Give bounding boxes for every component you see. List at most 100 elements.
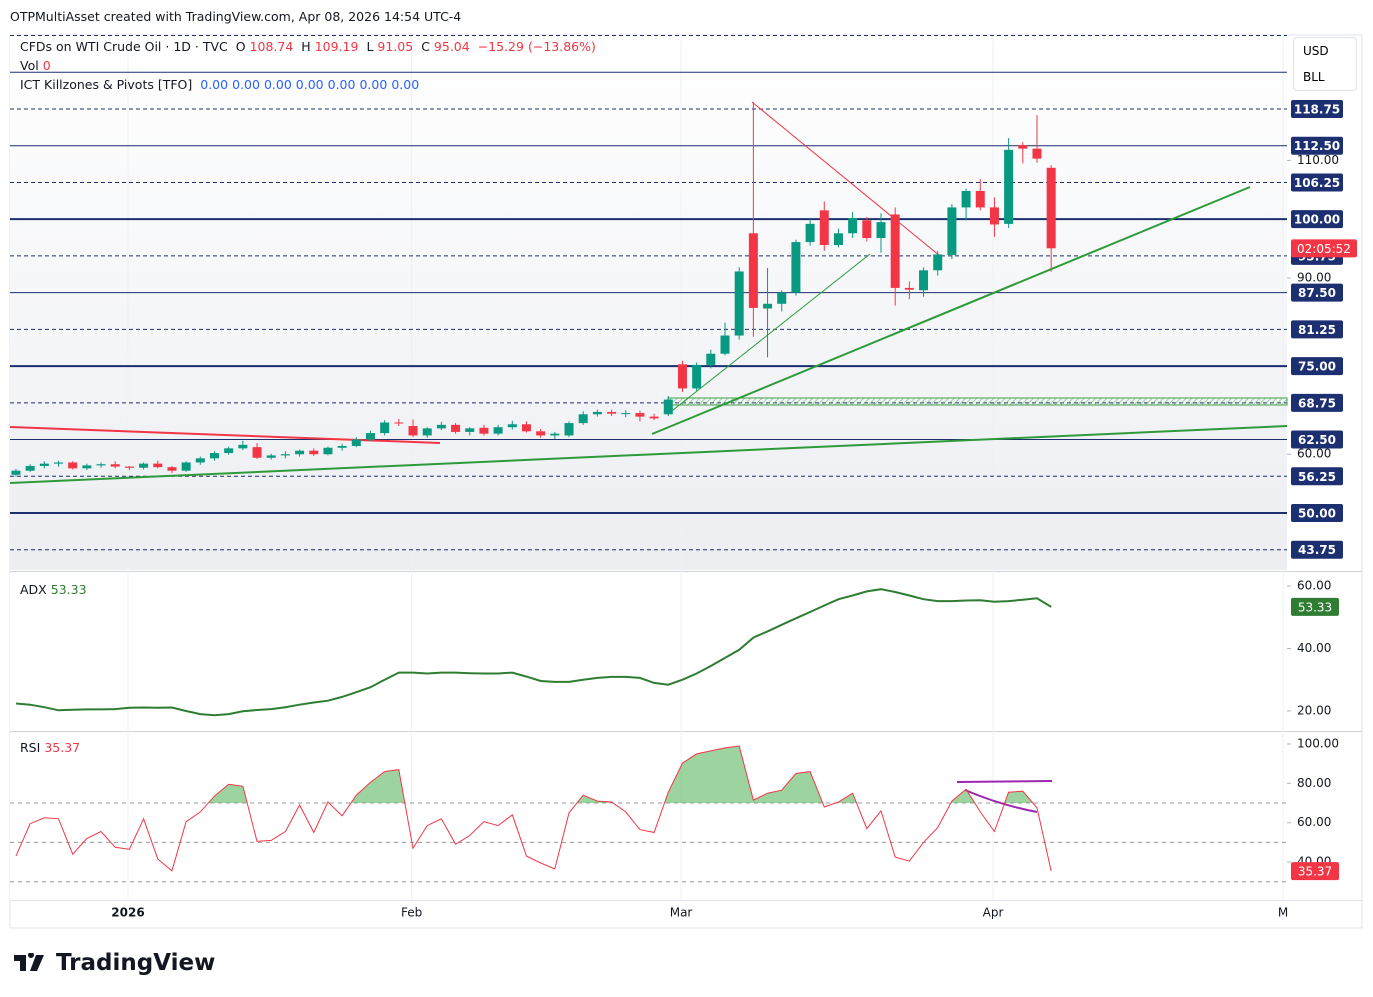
level-label-box <box>1291 503 1343 522</box>
ohlc-label: H <box>301 39 311 54</box>
currency[interactable]: USD <box>1303 44 1329 58</box>
trendline <box>751 101 941 257</box>
brand-name: TradingView <box>56 950 216 976</box>
candle-body <box>96 464 106 466</box>
candle-body <box>224 448 234 454</box>
candle-body <box>1046 167 1056 249</box>
trendline <box>9 425 1288 484</box>
candle-body <box>989 207 999 225</box>
candle-body <box>507 424 517 428</box>
y-tick-label: 20.00 <box>1297 703 1331 717</box>
candle-body <box>904 287 914 290</box>
candle-body <box>734 271 744 336</box>
level-label-box <box>1291 320 1343 339</box>
candle-body <box>578 414 588 424</box>
adx-legend: ADX 53.33 <box>20 582 91 597</box>
candle-body <box>39 463 49 466</box>
candle-body <box>351 439 361 447</box>
candle-body <box>677 364 687 389</box>
candle-body <box>295 450 305 455</box>
brand-logo <box>14 953 44 971</box>
currency-box[interactable]: USD BLL <box>1293 37 1357 91</box>
level-label: 118.75 <box>1294 102 1340 116</box>
candle-body <box>947 207 957 256</box>
candle-body <box>706 353 716 365</box>
trendline <box>651 186 1251 435</box>
trendline <box>667 253 871 415</box>
countdown-box <box>1291 239 1357 258</box>
candle-body <box>1004 149 1014 224</box>
candle-body <box>607 411 617 414</box>
candle-body <box>592 411 602 415</box>
x-tick-label: 2026 <box>111 906 144 920</box>
candle-body <box>1032 148 1042 159</box>
candle-body <box>11 470 21 475</box>
level-label: 50.00 <box>1298 506 1336 520</box>
indicator-value: 0.00 <box>232 77 260 92</box>
y-tick-label: 110.00 <box>1297 153 1339 167</box>
candle-body <box>862 220 872 238</box>
candle-body <box>25 465 35 471</box>
adx-pane <box>10 573 1287 730</box>
candle-body <box>280 454 290 456</box>
vol-legend: Vol 0 <box>20 58 55 73</box>
level-label-box <box>1291 210 1343 229</box>
rsi-name: RSI <box>20 740 41 755</box>
candle-body <box>564 423 574 436</box>
candle-body <box>422 428 432 436</box>
ohlc-label: O <box>235 39 246 54</box>
candle-body <box>408 426 418 436</box>
brand: TradingView <box>14 950 215 976</box>
ohlc-label: L <box>366 39 374 54</box>
rsi-legend: RSI 35.37 <box>20 740 84 755</box>
candle-body <box>720 335 730 354</box>
zone <box>667 397 1288 406</box>
level-label-box <box>1291 467 1343 486</box>
level-label-box <box>1291 540 1343 559</box>
candle-body <box>195 458 205 463</box>
credit: OTPMultiAsset created with TradingView.c… <box>10 9 462 24</box>
candle-body <box>451 424 461 432</box>
level-label: 62.50 <box>1298 433 1336 447</box>
candle-body <box>209 453 219 459</box>
level-label: 75.00 <box>1298 360 1336 374</box>
level-label-box <box>1291 136 1343 155</box>
x-tick-label: Feb <box>401 906 422 920</box>
level-label-box <box>1291 173 1343 192</box>
y-tick-label: 100.00 <box>1297 737 1339 751</box>
candle-body <box>777 292 787 304</box>
candle-body <box>663 399 673 415</box>
candle-body <box>124 466 134 468</box>
last-value: 53.33 <box>1298 600 1332 614</box>
candle-body <box>919 270 929 291</box>
candle-body <box>82 465 92 469</box>
y-tick-label: 60.00 <box>1297 815 1331 829</box>
level-label: 112.50 <box>1294 139 1340 153</box>
ohlc-value: 95.04 <box>433 39 470 54</box>
level-label: 87.50 <box>1298 286 1336 300</box>
candle-body <box>139 463 149 468</box>
candle-body <box>791 242 801 293</box>
vol-value: 0 <box>42 58 51 73</box>
candle-body <box>933 254 943 271</box>
level-label: 106.25 <box>1294 176 1340 190</box>
level-label-box <box>1291 283 1343 302</box>
unit[interactable]: BLL <box>1303 70 1325 84</box>
indicator-value: 0.00 <box>263 77 292 92</box>
candle-body <box>975 190 985 208</box>
candle-body <box>621 413 631 415</box>
level-label: 43.75 <box>1298 543 1336 557</box>
candle-body <box>649 416 659 419</box>
candle-body <box>536 431 546 436</box>
symbol: CFDs on WTI Crude Oil · 1D · TVC <box>20 39 228 54</box>
x-tick-label: Mar <box>670 906 693 920</box>
trendline <box>9 426 441 444</box>
x-tick-label: Apr <box>983 906 1004 920</box>
candle-body <box>961 190 971 208</box>
candle-body <box>805 223 815 243</box>
candle-body <box>521 424 531 432</box>
candle-body <box>493 427 503 434</box>
candle-body <box>1018 145 1028 149</box>
